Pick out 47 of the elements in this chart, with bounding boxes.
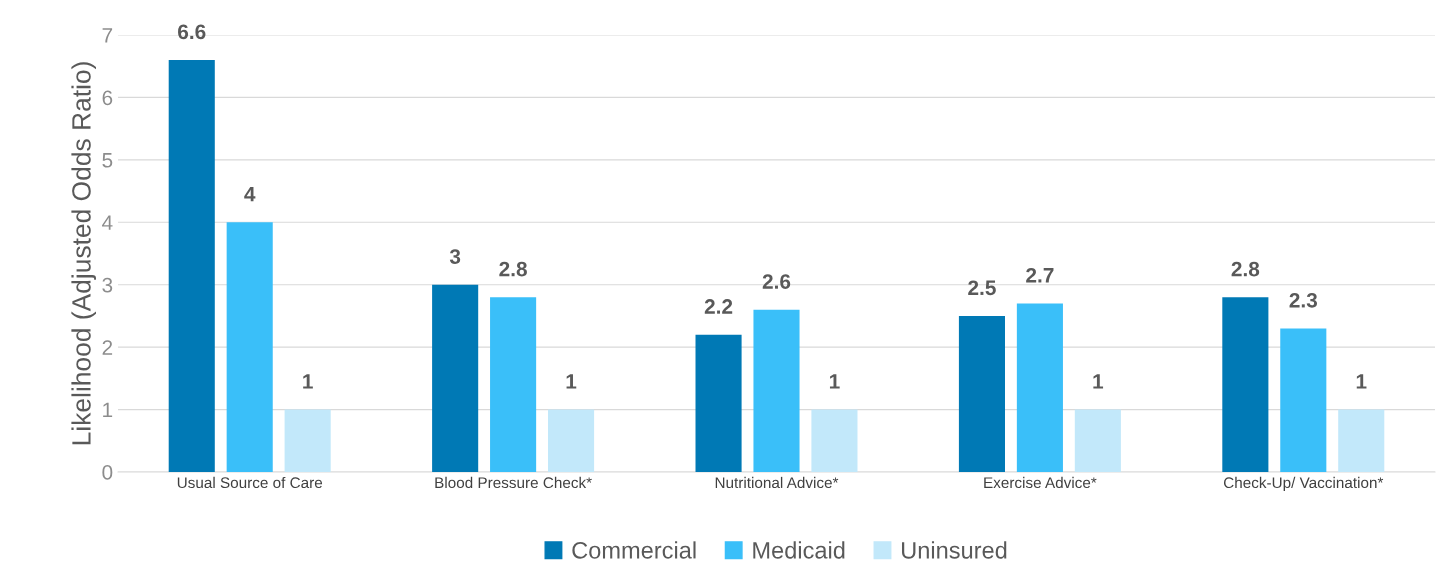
bar <box>432 284 479 472</box>
legend-label: Uninsured <box>902 541 1007 559</box>
data-label: 1 <box>1356 374 1367 389</box>
bar <box>753 309 800 472</box>
data-label: 2.7 <box>1026 267 1054 283</box>
data-label: 1 <box>829 374 840 389</box>
y-tick-label: 3 <box>102 277 113 293</box>
x-tick-label: Usual Source of Care <box>177 476 323 489</box>
bar <box>490 297 537 472</box>
data-label: 1 <box>303 374 313 389</box>
y-tick-label: 5 <box>102 153 113 168</box>
bar <box>226 222 273 472</box>
bar <box>1338 409 1385 472</box>
data-label: 2.8 <box>1231 261 1260 277</box>
legend-label: Commercial <box>572 541 696 559</box>
x-tick-label: Check-Up/ Vaccination* <box>1223 476 1384 492</box>
data-label: 1 <box>566 374 577 389</box>
data-label: 2.5 <box>968 280 996 296</box>
bar <box>548 409 595 472</box>
y-axis-title: Likelihood (Adjusted Odds Ratio) <box>71 62 96 445</box>
y-tick-label: 7 <box>102 28 113 43</box>
bar <box>284 409 331 472</box>
bar <box>1016 303 1063 472</box>
data-label: 4 <box>244 186 256 202</box>
data-label: 6.6 <box>178 24 206 40</box>
bar <box>168 59 215 472</box>
y-tick-label: 6 <box>102 90 113 106</box>
y-tick-label: 2 <box>102 340 113 355</box>
data-label: 1 <box>1093 374 1104 389</box>
bar <box>1222 297 1269 472</box>
y-tick-label: 1 <box>103 402 113 418</box>
y-tick-label: 0 <box>102 465 113 480</box>
x-tick-label: Exercise Advice* <box>984 476 1097 489</box>
data-label: 2.2 <box>704 299 733 314</box>
bar <box>1280 328 1327 472</box>
bar <box>811 409 858 472</box>
bar <box>958 315 1005 472</box>
legend-label: Medicaid <box>753 541 845 559</box>
data-label: 3 <box>449 249 461 264</box>
data-label: 2.3 <box>1289 292 1318 308</box>
y-tick-label: 4 <box>102 215 113 230</box>
bar <box>1074 409 1121 472</box>
data-label: 2.8 <box>499 261 527 277</box>
x-tick-label: Blood Pressure Check* <box>435 476 592 489</box>
bar <box>695 334 742 472</box>
data-label: 2.6 <box>762 274 791 289</box>
x-tick-label: Nutritional Advice* <box>715 476 839 489</box>
